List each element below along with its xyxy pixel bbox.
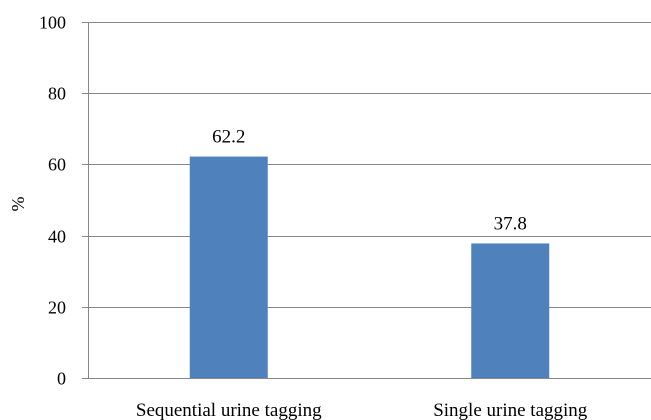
- y-tick-label: 100: [39, 13, 66, 33]
- y-tick-label: 40: [48, 227, 66, 247]
- y-tick-label: 0: [57, 369, 66, 389]
- bars: [189, 156, 550, 378]
- labels: 0 20 40 60 80 100 62.2 Sequential urine tagging…: [39, 13, 588, 420]
- x-category-label: Single urine tagging: [433, 400, 588, 420]
- y-axis-title: %: [8, 197, 28, 212]
- x-category-label: Sequential urine tagging: [136, 400, 322, 420]
- data-label: 37.8: [494, 213, 527, 234]
- y-tick-label: 60: [48, 155, 66, 175]
- y-tick-label: 80: [48, 84, 66, 104]
- gridlines: [88, 22, 651, 308]
- data-label: 62.2: [212, 127, 245, 148]
- y-tick-label: 20: [48, 298, 66, 318]
- bar-2: [471, 243, 550, 378]
- bar-1: [189, 156, 268, 378]
- axes: [82, 22, 651, 379]
